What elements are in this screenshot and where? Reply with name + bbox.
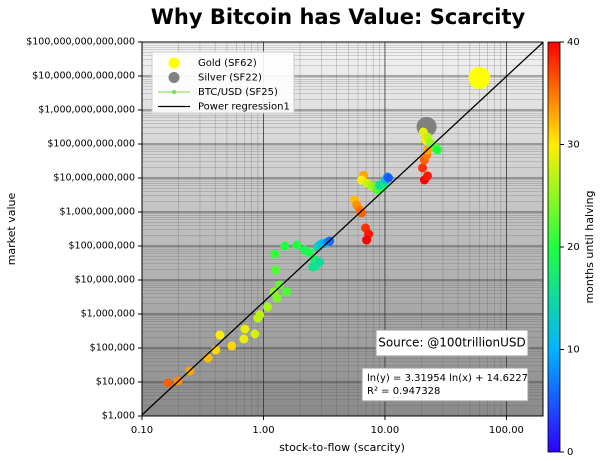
colorbar: [547, 41, 561, 453]
legend-label: Gold (SF62): [198, 58, 257, 69]
y-tick-label: $1,000,000: [81, 309, 135, 320]
point: [270, 249, 280, 259]
plot-frame: [141, 41, 544, 417]
colorbar-tick-label: 40: [567, 37, 580, 48]
point: [240, 324, 250, 334]
legend-label: BTC/USD (SF25): [198, 87, 278, 98]
legend-swatch: [172, 90, 176, 94]
point: [275, 280, 285, 290]
y-tick-label: $10,000,000: [75, 275, 135, 286]
y-tick-label: $1,000,000,000: [59, 207, 135, 218]
y-axis-label: market value: [5, 192, 18, 265]
y-tick-label: $100,000,000,000: [47, 139, 135, 150]
legend-label: Power regression1: [198, 102, 290, 113]
point: [280, 241, 290, 251]
point: [305, 248, 315, 258]
y-tick-label: $100,000: [90, 343, 135, 354]
x-tick-label: 1.00: [252, 425, 274, 436]
colorbar-label: months until halving: [583, 190, 596, 303]
point: [282, 287, 292, 297]
annotation: R² = 0.947328: [367, 386, 440, 397]
annotation: ln(y) = 3.31954 ln(x) + 14.6227: [367, 373, 528, 384]
annotation: Source: @100trillionUSD: [378, 336, 526, 350]
colorbar-tick-label: 0: [567, 447, 573, 458]
y-tick-label: $10,000: [96, 377, 135, 388]
point: [215, 330, 225, 340]
point: [468, 67, 491, 90]
point: [315, 257, 325, 267]
point: [423, 171, 433, 181]
colorbar-tick-label: 10: [567, 345, 580, 356]
annotation-box: [375, 329, 529, 357]
colorbar-tick-label: 30: [567, 140, 580, 151]
legend-swatch: [168, 72, 180, 83]
x-tick-label: 10.00: [371, 425, 400, 436]
legend-label: Silver (SF22): [198, 73, 262, 84]
point: [163, 378, 173, 388]
point: [432, 145, 442, 155]
point: [418, 163, 428, 173]
annotation-box: [361, 367, 529, 402]
point: [384, 173, 394, 183]
y-tick-label: $1,000,000,000,000: [38, 105, 135, 116]
point: [250, 329, 260, 339]
legend-swatch: [168, 57, 180, 69]
point: [357, 208, 367, 218]
point: [362, 235, 372, 245]
y-tick-label: $100,000,000,000,000: [26, 37, 135, 48]
point: [308, 262, 318, 272]
point: [271, 265, 281, 275]
x-tick-label: 100.00: [489, 425, 524, 436]
regression-line: [142, 42, 543, 416]
point: [227, 341, 237, 351]
legend: Gold (SF62) Silver (SF22) BTC/USD (SF25) Po…: [151, 51, 295, 114]
point: [263, 302, 273, 312]
x-axis-label: stock-to-flow (scarcity): [279, 441, 405, 454]
point: [239, 334, 249, 344]
point: [292, 240, 302, 250]
y-tick-label: $10,000,000,000: [53, 173, 135, 184]
point: [203, 353, 213, 363]
y-tick-label: $100,000,000: [69, 241, 135, 252]
chart-title: Why Bitcoin has Value: Scarcity: [151, 5, 526, 29]
x-tick-label: 0.10: [131, 425, 153, 436]
y-tick-label: $10,000,000,000,000: [32, 71, 135, 82]
colorbar-tick-label: 20: [567, 242, 580, 253]
y-tick-label: $1,000: [102, 411, 135, 422]
point: [255, 310, 265, 320]
